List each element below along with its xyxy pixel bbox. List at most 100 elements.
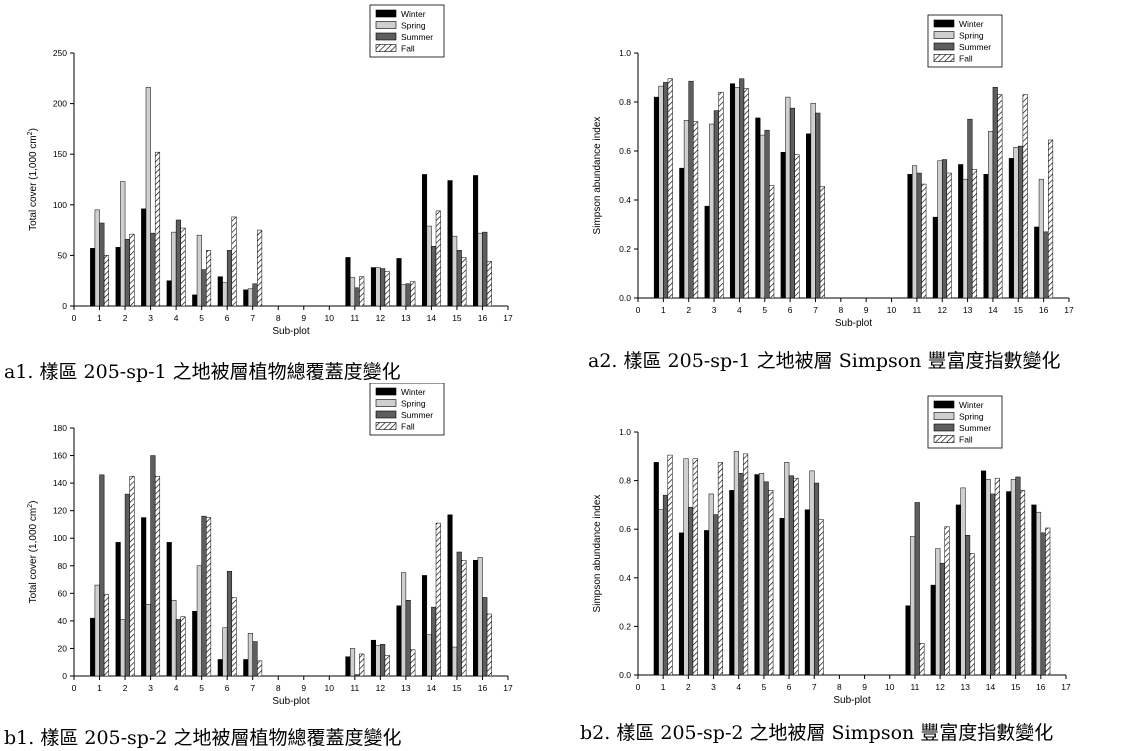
- bar-winter-subplot-14: [421, 575, 428, 677]
- y-tick-label: 80: [58, 561, 68, 571]
- bar-summer-subplot-16: [1040, 532, 1046, 676]
- x-tick-label: 1: [661, 682, 666, 692]
- x-tick-label: 2: [686, 305, 691, 315]
- bar-summer-subplot-5: [763, 481, 769, 676]
- y-tick-label: 0: [62, 671, 67, 681]
- bar-summer-subplot-7: [252, 283, 258, 307]
- bar-winter-subplot-3: [704, 530, 710, 676]
- bar-fall-subplot-7: [257, 660, 263, 677]
- bar-winter-subplot-13: [396, 605, 402, 677]
- x-tick-label: 10: [325, 313, 335, 323]
- x-tick-label: 6: [225, 313, 230, 323]
- bar-fall-subplot-2: [692, 458, 698, 676]
- bar-spring-subplot-7: [810, 102, 816, 299]
- legend-label-winter: Winter: [959, 400, 984, 410]
- bar-winter-subplot-6: [217, 276, 223, 307]
- bar-summer-subplot-3: [713, 110, 719, 299]
- bar-winter-subplot-16: [1034, 226, 1040, 299]
- legend-swatch-winter: [375, 387, 397, 396]
- caption-a2: a2. 樣區 205-sp-1 之地被層 Simpson 豐富度指數變化: [588, 350, 1061, 372]
- bar-winter-subplot-13: [955, 504, 961, 676]
- legend-swatch-fall: [933, 54, 955, 62]
- x-tick-label: 15: [1011, 682, 1021, 692]
- bar-fall-subplot-4: [743, 88, 749, 299]
- bar-winter-subplot-14: [983, 174, 989, 299]
- bar-fall-subplot-11: [919, 643, 925, 676]
- x-tick-label: 6: [787, 682, 792, 692]
- x-tick-label: 14: [986, 682, 996, 692]
- x-tick-label: 9: [301, 683, 306, 693]
- bar-fall-subplot-1: [103, 594, 109, 677]
- bar-spring-subplot-13: [962, 178, 968, 299]
- bar-fall-subplot-16: [486, 613, 492, 677]
- bar-summer-subplot-13: [965, 535, 971, 676]
- bar-summer-subplot-4: [175, 219, 181, 307]
- bar-summer-subplot-5: [764, 129, 770, 299]
- bar-winter-subplot-6: [779, 518, 785, 676]
- bar-summer-subplot-15: [456, 250, 462, 307]
- y-tick-label: 0.8: [619, 476, 631, 486]
- x-tick-label: 15: [452, 313, 462, 323]
- bar-winter-subplot-2: [115, 542, 121, 677]
- chart-panel-a1: 0 50 100 150 200 250 0 1 2 3 4 5 6 7 8 9 10 11 12 13 14 15 16 1…: [0, 0, 560, 345]
- x-tick-label: 13: [963, 305, 973, 315]
- x-tick-label: 8: [837, 682, 842, 692]
- bar-winter-subplot-1: [90, 248, 96, 307]
- bar-fall-subplot-6: [793, 477, 799, 676]
- legend-swatch-spring: [375, 399, 397, 407]
- bar-winter-subplot-11: [905, 605, 911, 676]
- legend-label-summer: Summer: [401, 32, 433, 42]
- x-tick-label: 16: [1036, 682, 1046, 692]
- legend-label-fall: Fall: [401, 44, 415, 54]
- legend-swatch-summer: [933, 42, 955, 51]
- bar-spring-subplot-7: [247, 633, 253, 677]
- bar-winter-subplot-7: [804, 509, 810, 676]
- bar-spring-subplot-5: [759, 473, 765, 676]
- bar-winter-subplot-13: [396, 258, 402, 307]
- bar-spring-subplot-11: [349, 277, 356, 307]
- bar-winter-subplot-15: [447, 180, 453, 307]
- y-tick-label: 20: [58, 643, 68, 653]
- legend-swatch-fall: [375, 422, 397, 430]
- bar-summer-subplot-14: [431, 246, 437, 307]
- x-tick-label: 13: [961, 682, 971, 692]
- x-tick-label: 17: [503, 683, 513, 693]
- bar-spring-subplot-15: [1010, 479, 1016, 676]
- x-tick-label: 13: [401, 683, 411, 693]
- bar-fall-subplot-3: [154, 475, 161, 677]
- y-axis-label: Total cover (1,000 cm2): [27, 128, 39, 231]
- x-axis-label: Sub-plot: [833, 695, 870, 706]
- x-tick-label: 1: [97, 313, 102, 323]
- bar-fall-subplot-16: [486, 261, 492, 307]
- x-tick-label: 1: [97, 683, 102, 693]
- bar-fall-subplot-12: [384, 271, 390, 307]
- bar-spring-subplot-4: [733, 451, 739, 676]
- x-tick-label: 5: [762, 682, 767, 692]
- x-tick-label: 14: [427, 683, 437, 693]
- x-tick-label: 11: [350, 313, 359, 323]
- x-tick-label: 3: [148, 313, 153, 323]
- bar-summer-subplot-16: [482, 597, 488, 677]
- bar-summer-subplot-5: [201, 269, 207, 307]
- y-tick-label: 0.6: [619, 524, 631, 534]
- x-tick-label: 4: [174, 313, 179, 323]
- bar-summer-subplot-4: [738, 473, 744, 676]
- bar-spring-subplot-11: [349, 648, 356, 677]
- caption-b2: b2. 樣區 205-sp-2 之地被層 Simpson 豐富度指數變化: [580, 722, 1054, 744]
- x-tick-label: 15: [452, 683, 462, 693]
- bar-fall-subplot-13: [969, 553, 975, 676]
- bar-summer-subplot-1: [99, 474, 105, 677]
- bar-spring-subplot-3: [708, 493, 714, 676]
- x-tick-label: 7: [812, 682, 817, 692]
- y-tick-label: 100: [53, 200, 67, 210]
- legend-label-summer: Summer: [959, 423, 991, 433]
- legend-swatch-summer: [375, 32, 397, 41]
- x-tick-label: 2: [686, 682, 691, 692]
- x-tick-label: 8: [838, 305, 843, 315]
- bar-winter-subplot-3: [141, 208, 147, 307]
- bar-fall-subplot-7: [819, 186, 825, 299]
- bar-fall-subplot-15: [1022, 94, 1028, 299]
